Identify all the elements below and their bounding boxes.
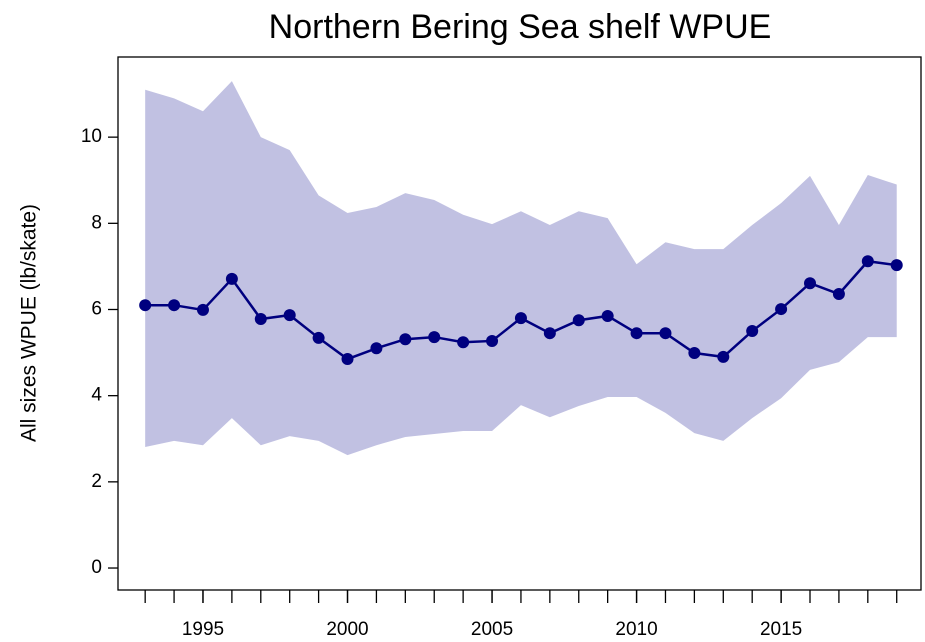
data-point — [775, 303, 788, 316]
data-point — [399, 333, 412, 346]
y-tick-label: 4 — [91, 385, 102, 406]
data-point — [514, 312, 527, 325]
y-axis-label: All sizes WPUE (lb/skate) — [18, 204, 41, 442]
data-point — [370, 342, 383, 355]
data-point — [254, 312, 267, 325]
data-point — [572, 314, 585, 327]
data-point — [486, 334, 499, 347]
x-tick-label: 1995 — [182, 619, 224, 640]
data-point — [543, 327, 556, 340]
y-tick-label: 10 — [81, 126, 102, 147]
y-tick-label: 6 — [91, 299, 102, 320]
x-tick-label: 2015 — [760, 619, 802, 640]
data-point — [457, 336, 470, 349]
data-point — [312, 331, 325, 344]
data-point — [659, 327, 672, 340]
y-tick-label: 2 — [91, 471, 102, 492]
data-point — [890, 259, 903, 272]
data-point — [196, 303, 209, 316]
data-point — [832, 287, 845, 300]
data-point — [601, 309, 614, 322]
confidence-band — [145, 81, 897, 456]
x-tick-label: 2010 — [615, 619, 657, 640]
data-point — [225, 272, 238, 285]
x-tick-label: 2005 — [471, 619, 513, 640]
data-point — [630, 327, 643, 340]
y-tick-label: 8 — [91, 212, 102, 233]
plot-frame — [117, 56, 922, 591]
x-tick-label: 2000 — [326, 619, 368, 640]
data-point — [717, 350, 730, 363]
data-point — [168, 299, 181, 312]
data-point — [139, 299, 152, 312]
data-point — [688, 347, 701, 360]
data-point — [861, 255, 874, 268]
data-point — [428, 331, 441, 344]
y-tick-label: 0 — [91, 557, 102, 578]
data-point — [746, 325, 759, 338]
data-point — [804, 277, 817, 290]
data-point — [283, 309, 296, 322]
data-point — [341, 353, 354, 366]
chart-title: Northern Bering Sea shelf WPUE — [269, 8, 772, 46]
